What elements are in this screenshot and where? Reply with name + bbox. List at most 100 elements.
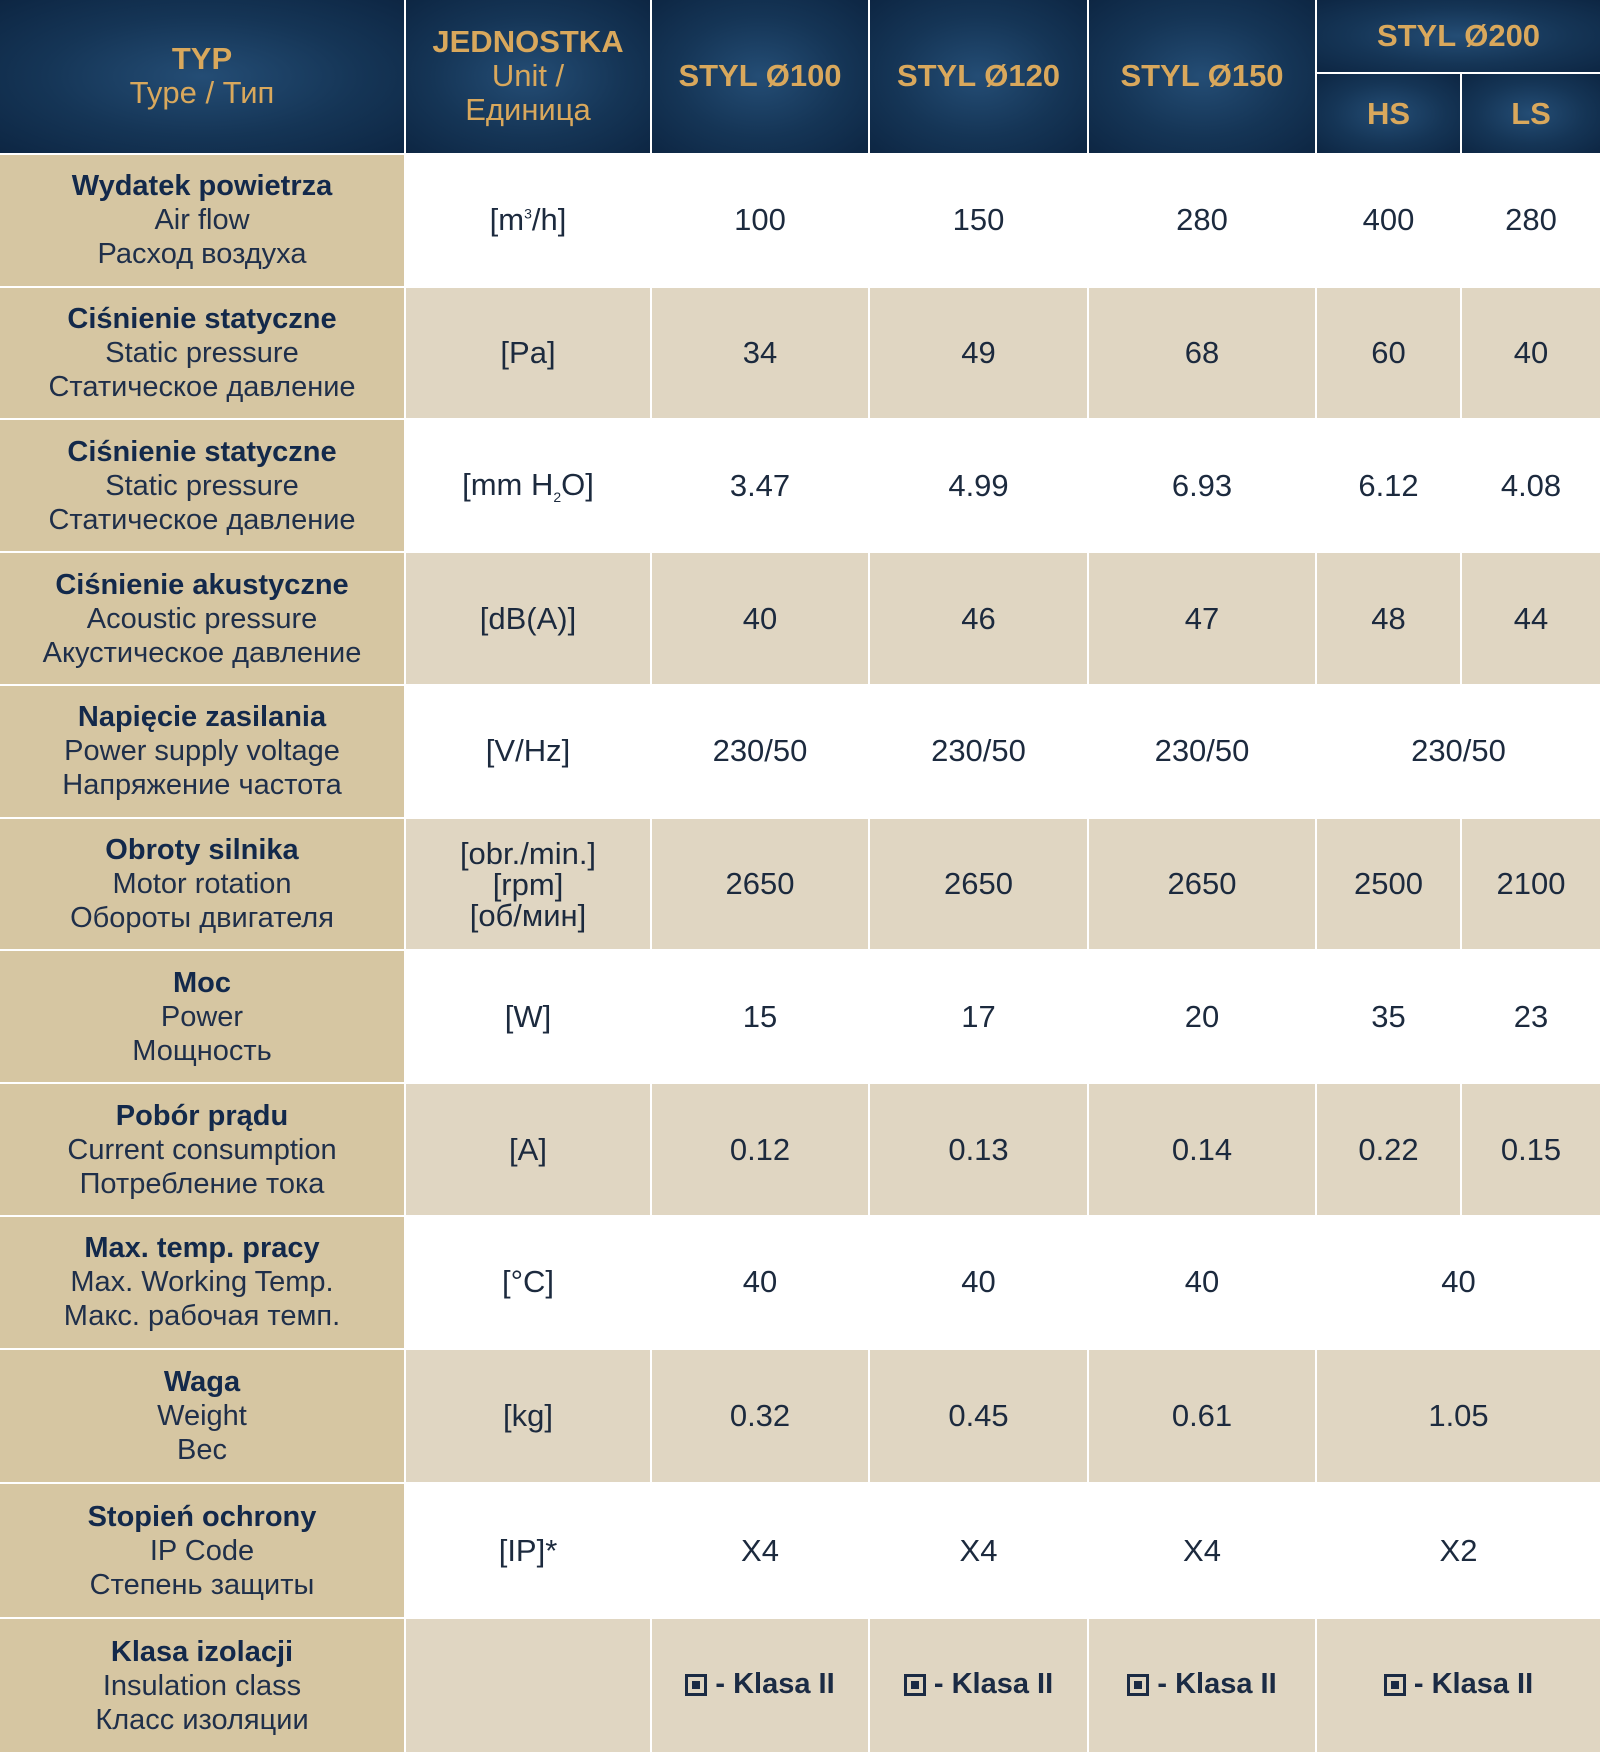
row-label-pl: Obroty silnika: [105, 834, 299, 866]
row-label-pl: Wydatek powietrza: [71, 170, 333, 203]
row-label-ru: Класс изоляции: [95, 1703, 309, 1736]
row-label: Ciśnienie statyczne Static pressure Стат…: [0, 420, 406, 554]
header-unit-sub2: Единица: [465, 92, 591, 128]
row-label-ru: Напряжение частота: [62, 769, 342, 802]
row-unit: [obr./min.] [rpm] [об/мин]: [406, 818, 652, 952]
row-label: Moc Power Мощность: [0, 951, 406, 1085]
row-unit: [IP]*: [406, 1484, 652, 1620]
double-insulation-icon: [1127, 1673, 1150, 1696]
row-label-pl: Stopień ochrony: [87, 1500, 317, 1533]
row-label: Napięcie zasilania Power supply voltage …: [0, 685, 406, 819]
header-type-sub: Type / Тип: [129, 75, 275, 111]
row-label-ru: Потребление тока: [79, 1167, 325, 1200]
value-100: 2650: [652, 818, 870, 952]
value-120: 49: [870, 287, 1089, 421]
value-200-hs: 48: [1317, 553, 1462, 686]
value-150: 2650: [1089, 818, 1317, 952]
row-label-en: Insulation class: [102, 1669, 302, 1702]
row-unit: [mm H2O]: [406, 420, 652, 554]
row-label: Ciśnienie akustyczne Acoustic pressure А…: [0, 553, 406, 686]
double-insulation-icon: [903, 1673, 926, 1696]
header-unit-sub1: Unit /: [491, 58, 565, 94]
value-120: 0.13: [870, 1084, 1089, 1217]
row-unit: [kg]: [406, 1349, 652, 1485]
value-150: 20: [1089, 951, 1317, 1085]
value-150: 0.61: [1089, 1349, 1317, 1485]
row-label-ru: Расход воздуха: [97, 238, 307, 271]
table-row: Ciśnienie statyczne Static pressure Стат…: [0, 287, 1600, 421]
value-120: - Klasa II: [870, 1619, 1089, 1752]
row-label: Ciśnienie statyczne Static pressure Стат…: [0, 287, 406, 421]
row-unit: [406, 1619, 652, 1752]
row-label-pl: Napięcie zasilania: [77, 701, 327, 734]
value-150: 0.14: [1089, 1084, 1317, 1217]
row-label-en: Power supply voltage: [64, 735, 340, 768]
header-sub-ls: LS: [1462, 74, 1600, 155]
row-label-ru: Статическое давление: [48, 503, 356, 536]
row-label-en: Current consumption: [67, 1133, 337, 1166]
table-row: Wydatek powietrza Air flow Расход воздух…: [0, 154, 1600, 288]
table-row: Stopień ochrony IP Code Степень защиты […: [0, 1484, 1600, 1620]
row-label-ru: Вес: [177, 1434, 227, 1466]
value-200: - Klasa II: [1317, 1619, 1600, 1752]
row-label-en: Motor rotation: [112, 868, 292, 900]
value-200-hs: 35: [1317, 951, 1462, 1085]
header-model-120: STYL Ø120: [870, 0, 1089, 155]
value-120: 150: [870, 154, 1089, 288]
row-label-ru: Статическое давление: [48, 371, 356, 403]
row-label-pl: Ciśnienie statyczne: [67, 303, 337, 335]
value-200: 40: [1317, 1216, 1600, 1350]
row-label: Wydatek powietrza Air flow Расход воздух…: [0, 154, 406, 288]
value-100: - Klasa II: [652, 1619, 870, 1752]
row-label-ru: Степень защиты: [89, 1568, 315, 1601]
value-100: 0.32: [652, 1349, 870, 1485]
header-unit-title: JEDNOSTKA: [432, 24, 624, 60]
row-label-en: Acoustic pressure: [86, 602, 318, 635]
value-120: 40: [870, 1216, 1089, 1350]
value-120: 17: [870, 951, 1089, 1085]
value-150: X4: [1089, 1484, 1317, 1620]
row-unit: [m3/h]: [406, 154, 652, 288]
header-unit: JEDNOSTKA Unit / Единица: [406, 0, 652, 155]
header-model-150: STYL Ø150: [1089, 0, 1317, 155]
double-insulation-icon: [1383, 1673, 1406, 1696]
value-120: 4.99: [870, 420, 1089, 554]
value-100: 15: [652, 951, 870, 1085]
value-200-hs: 0.22: [1317, 1084, 1462, 1217]
value-100: 40: [652, 553, 870, 686]
value-200: 230/50: [1317, 685, 1600, 819]
row-label: Pobór prądu Current consumption Потребле…: [0, 1084, 406, 1217]
row-label-pl: Ciśnienie statyczne: [67, 435, 337, 468]
value-200: 1.05: [1317, 1349, 1600, 1485]
value-200-hs: 400: [1317, 154, 1462, 288]
row-unit: [W]: [406, 951, 652, 1085]
value-150: 40: [1089, 1216, 1317, 1350]
value-120: 2650: [870, 818, 1089, 952]
row-unit: [°C]: [406, 1216, 652, 1350]
row-label-en: Static pressure: [105, 337, 299, 369]
row-label-pl: Pobór prądu: [115, 1099, 289, 1132]
value-150: - Klasa II: [1089, 1619, 1317, 1752]
row-label-ru: Мощность: [132, 1034, 272, 1067]
value-150: 230/50: [1089, 685, 1317, 819]
table-row: Obroty silnika Motor rotation Обороты дв…: [0, 818, 1600, 952]
row-label: Max. temp. pracy Max. Working Temp. Макс…: [0, 1216, 406, 1350]
row-label-en: Air flow: [154, 204, 250, 237]
value-200-hs: 6.12: [1317, 420, 1462, 554]
table-row: Napięcie zasilania Power supply voltage …: [0, 685, 1600, 819]
value-150: 6.93: [1089, 420, 1317, 554]
value-100: 230/50: [652, 685, 870, 819]
row-label: Klasa izolacji Insulation class Класс из…: [0, 1619, 406, 1752]
value-100: 3.47: [652, 420, 870, 554]
row-label-en: Power: [160, 1000, 244, 1033]
row-label-pl: Moc: [173, 966, 231, 999]
value-100: X4: [652, 1484, 870, 1620]
table-row: Waga Weight Вес [kg] 0.32 0.45 0.61 1.05: [0, 1349, 1600, 1485]
value-120: 46: [870, 553, 1089, 686]
row-label-pl: Waga: [163, 1366, 241, 1398]
value-100: 0.12: [652, 1084, 870, 1217]
table-row: Ciśnienie statyczne Static pressure Стат…: [0, 420, 1600, 554]
row-label: Stopień ochrony IP Code Степень защиты: [0, 1484, 406, 1620]
header-sub-hs: HS: [1317, 74, 1462, 155]
value-120: 0.45: [870, 1349, 1089, 1485]
